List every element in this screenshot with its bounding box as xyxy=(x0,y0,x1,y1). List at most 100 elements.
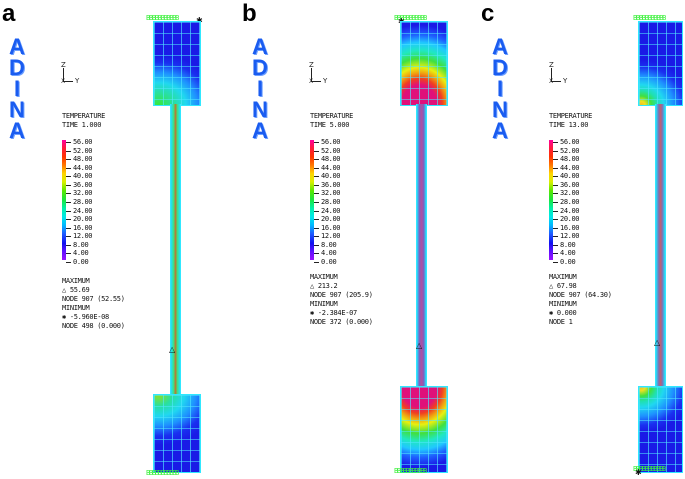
legend-tick-label: 44.00 xyxy=(321,164,341,172)
legend-tick xyxy=(66,236,71,237)
legend-tick xyxy=(314,262,319,263)
legend-tick-label: 8.00 xyxy=(321,241,337,249)
legend-tick-label: 20.00 xyxy=(560,215,580,223)
legend-tick xyxy=(314,142,319,143)
plot-title: TEMPERATURE TIME 1.000 xyxy=(62,112,106,129)
plot-title: TEMPERATURE TIME 5.000 xyxy=(310,112,354,129)
legend-tick xyxy=(66,151,71,152)
legend-tick xyxy=(66,211,71,212)
legend-tick-label: 0.00 xyxy=(73,258,89,266)
boundary-condition-bottom: BBBBBBBBBBB xyxy=(394,467,427,475)
legend-tick-label: 28.00 xyxy=(560,198,580,206)
legend-tick xyxy=(314,219,319,220)
legend-tick-label: 44.00 xyxy=(560,164,580,172)
legend-tick xyxy=(66,202,71,203)
bottom-block xyxy=(638,386,683,473)
legend-tick-label: 4.00 xyxy=(321,249,337,257)
top-block xyxy=(153,21,201,106)
legend-tick xyxy=(314,253,319,254)
legend-tick-label: 16.00 xyxy=(560,224,580,232)
rod xyxy=(170,104,181,394)
legend-tick xyxy=(553,253,558,254)
boundary-condition-bottom: BBBBBBBBBBB xyxy=(633,465,666,473)
legend-tick-label: 56.00 xyxy=(73,138,93,146)
legend-tick-label: 32.00 xyxy=(73,189,93,197)
boundary-condition-top: BBBBBBBBBBB xyxy=(146,14,179,22)
boundary-condition-top: BBBBBBBBBBB xyxy=(394,14,427,22)
color-scale-bar xyxy=(62,140,66,260)
legend-tick-label: 40.00 xyxy=(321,172,341,180)
legend-tick-label: 16.00 xyxy=(321,224,341,232)
legend-tick-label: 36.00 xyxy=(560,181,580,189)
legend-tick xyxy=(553,219,558,220)
legend-tick-label: 4.00 xyxy=(560,249,576,257)
legend-tick-label: 52.00 xyxy=(560,147,580,155)
legend-tick xyxy=(553,159,558,160)
max-marker-icon: △ xyxy=(654,338,661,347)
legend-tick-label: 12.00 xyxy=(560,232,580,240)
panel-letter: c xyxy=(481,0,495,27)
extremes-info: MAXIMUM △ 213.2 NODE 907 (205.9) MINIMUM… xyxy=(310,273,373,326)
bottom-block xyxy=(400,386,448,473)
legend-tick-label: 40.00 xyxy=(560,172,580,180)
legend-tick-label: 44.00 xyxy=(73,164,93,172)
legend-tick xyxy=(314,228,319,229)
temperature-legend: 56.00 52.00 48.00 44.00 40.00 36.00 32.00 28.00… xyxy=(62,138,122,266)
legend-tick xyxy=(314,193,319,194)
adina-logo: A D I N A xyxy=(9,34,25,143)
legend-tick xyxy=(314,159,319,160)
legend-tick-label: 52.00 xyxy=(73,147,93,155)
legend-tick xyxy=(314,151,319,152)
extremes-info: MAXIMUM △ 55.69 NODE 907 (52.55) MINIMUM… xyxy=(62,277,125,330)
legend-tick-label: 32.00 xyxy=(560,189,580,197)
legend-tick xyxy=(66,219,71,220)
plot-title: TEMPERATURE TIME 13.00 xyxy=(549,112,593,129)
legend-tick-label: 56.00 xyxy=(560,138,580,146)
legend-tick-label: 24.00 xyxy=(321,207,341,215)
rod xyxy=(655,104,666,394)
legend-tick xyxy=(314,211,319,212)
legend-tick xyxy=(553,245,558,246)
legend-tick-label: 28.00 xyxy=(73,198,93,206)
legend-tick xyxy=(66,168,71,169)
boundary-condition-bottom: BBBBBBBBBBB xyxy=(146,469,179,477)
boundary-condition-top: BBBBBBBBBBB xyxy=(633,14,666,22)
legend-tick xyxy=(553,211,558,212)
legend-tick-label: 48.00 xyxy=(73,155,93,163)
legend-tick-label: 20.00 xyxy=(321,215,341,223)
legend-tick-label: 16.00 xyxy=(73,224,93,232)
legend-tick xyxy=(553,202,558,203)
legend-tick xyxy=(66,228,71,229)
legend-tick xyxy=(66,176,71,177)
extremes-info: MAXIMUM △ 67.98 NODE 907 (64.30) MINIMUM… xyxy=(549,273,612,326)
legend-tick xyxy=(314,168,319,169)
legend-tick xyxy=(66,185,71,186)
max-marker-icon: △ xyxy=(169,345,176,354)
legend-tick-label: 24.00 xyxy=(560,207,580,215)
legend-tick-label: 0.00 xyxy=(321,258,337,266)
min-marker-icon: ✱ xyxy=(196,17,203,25)
legend-tick xyxy=(66,142,71,143)
legend-tick-label: 36.00 xyxy=(73,181,93,189)
rod xyxy=(416,104,427,386)
legend-tick-label: 36.00 xyxy=(321,181,341,189)
legend-tick xyxy=(553,236,558,237)
legend-tick xyxy=(553,142,558,143)
legend-tick xyxy=(314,202,319,203)
legend-tick-label: 20.00 xyxy=(73,215,93,223)
legend-tick-label: 32.00 xyxy=(321,189,341,197)
legend-tick xyxy=(553,228,558,229)
legend-tick-label: 12.00 xyxy=(73,232,93,240)
legend-tick xyxy=(314,176,319,177)
color-scale-bar xyxy=(549,140,553,260)
temperature-legend: 56.00 52.00 48.00 44.00 40.00 36.00 32.00 28.00… xyxy=(549,138,609,266)
legend-tick xyxy=(66,253,71,254)
top-block xyxy=(400,21,448,106)
legend-tick xyxy=(553,185,558,186)
max-marker-icon: △ xyxy=(416,341,423,350)
legend-tick xyxy=(553,168,558,169)
